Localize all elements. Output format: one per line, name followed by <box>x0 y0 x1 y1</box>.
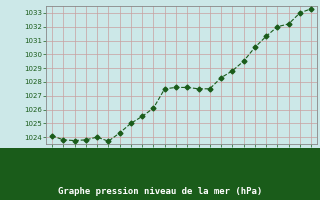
Text: Graphe pression niveau de la mer (hPa): Graphe pression niveau de la mer (hPa) <box>58 189 262 198</box>
Text: Graphe pression niveau de la mer (hPa): Graphe pression niveau de la mer (hPa) <box>58 188 262 196</box>
